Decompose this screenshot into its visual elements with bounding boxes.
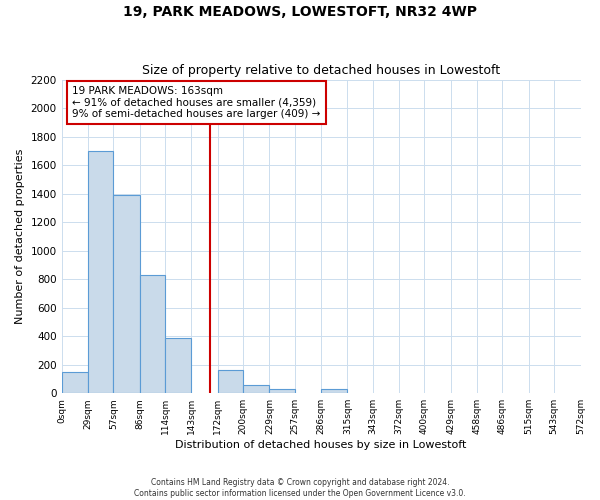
Title: Size of property relative to detached houses in Lowestoft: Size of property relative to detached ho… [142,64,500,77]
Bar [62,372,88,393]
Bar [218,370,243,393]
Bar [321,389,347,393]
Text: Contains HM Land Registry data © Crown copyright and database right 2024.
Contai: Contains HM Land Registry data © Crown c… [134,478,466,498]
X-axis label: Distribution of detached houses by size in Lowestoft: Distribution of detached houses by size … [175,440,467,450]
Bar [113,195,140,393]
Bar [88,151,113,393]
Bar [165,338,191,393]
Bar [269,389,295,393]
Text: 19, PARK MEADOWS, LOWESTOFT, NR32 4WP: 19, PARK MEADOWS, LOWESTOFT, NR32 4WP [123,5,477,19]
Bar [243,384,269,393]
Bar [140,275,165,393]
Y-axis label: Number of detached properties: Number of detached properties [15,148,25,324]
Text: 19 PARK MEADOWS: 163sqm
← 91% of detached houses are smaller (4,359)
9% of semi-: 19 PARK MEADOWS: 163sqm ← 91% of detache… [72,86,320,119]
